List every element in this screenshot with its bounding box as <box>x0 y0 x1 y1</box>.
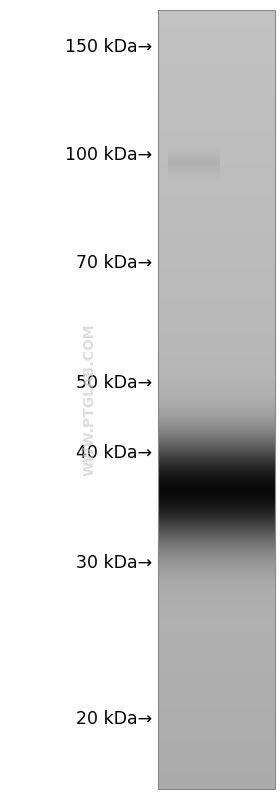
Text: 70 kDa→: 70 kDa→ <box>76 254 152 272</box>
Text: 100 kDa→: 100 kDa→ <box>65 146 152 164</box>
Text: 20 kDa→: 20 kDa→ <box>76 710 152 728</box>
Text: 30 kDa→: 30 kDa→ <box>76 554 152 572</box>
Text: 50 kDa→: 50 kDa→ <box>76 374 152 392</box>
Text: 150 kDa→: 150 kDa→ <box>65 38 152 56</box>
Text: WWW.PTGLAB.COM: WWW.PTGLAB.COM <box>83 324 97 476</box>
Text: 40 kDa→: 40 kDa→ <box>76 444 152 462</box>
Bar <box>158 10 275 789</box>
